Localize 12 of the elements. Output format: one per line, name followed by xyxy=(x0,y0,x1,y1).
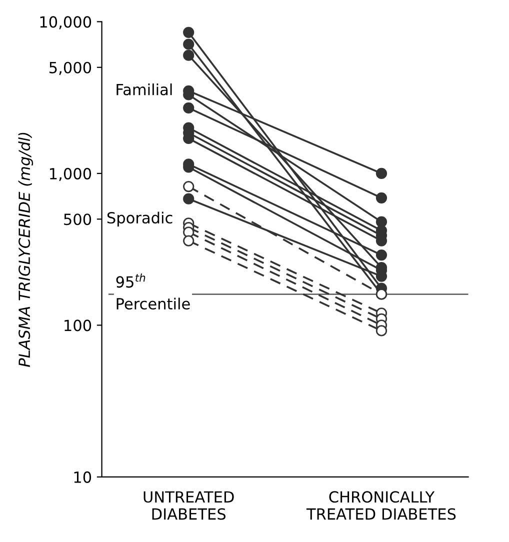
x-tick-label: UNTREATED DIABETES xyxy=(144,491,234,520)
y-tick-label: 100 xyxy=(64,320,92,332)
y-tick-label: 500 xyxy=(64,214,92,226)
text: 95$^{th}$ Percentile xyxy=(116,274,190,310)
y-tick-label: 10 xyxy=(74,471,92,483)
y-tick-label: 10,000 xyxy=(40,16,92,30)
y-axis-title: PLASMA TRIGLYCERIDE (mg/dl) xyxy=(18,132,34,367)
y-tick-label: 5,000 xyxy=(50,62,92,75)
annotation: Familial xyxy=(116,83,172,96)
annotation: Sporadic xyxy=(107,212,172,227)
x-tick-label: CHRONICALLY TREATED DIABETES xyxy=(306,491,456,520)
y-tick-label: 1,000 xyxy=(50,168,92,182)
